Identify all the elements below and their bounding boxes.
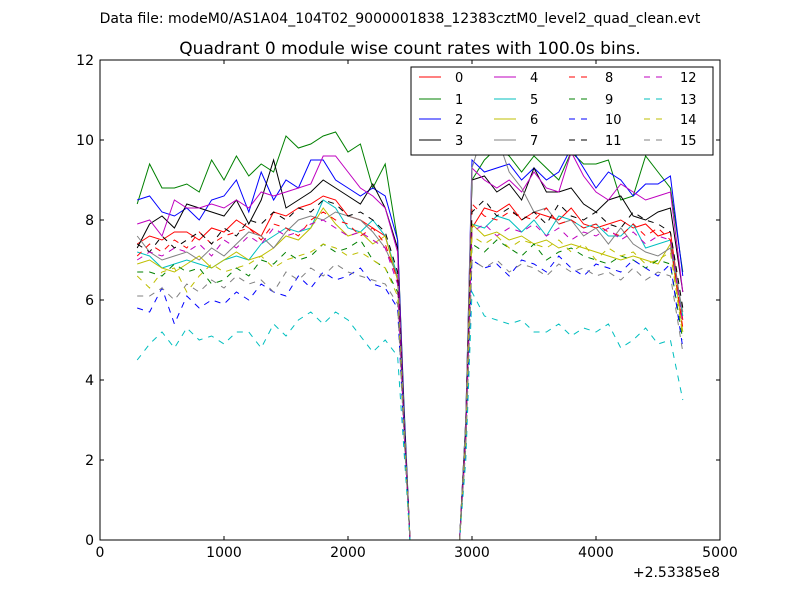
x-tick-label: 5000	[702, 545, 738, 561]
y-tick-label: 8	[85, 213, 94, 229]
series-8-line	[136, 202, 684, 541]
plot-frame	[99, 59, 721, 541]
x-tick-label: 4000	[578, 545, 614, 561]
legend-label-10: 10	[605, 113, 622, 128]
x-axis-offset: +2.53385e8	[633, 565, 720, 581]
series-15-line	[137, 259, 684, 541]
legend-label-3: 3	[455, 134, 463, 149]
legend-label-8: 8	[605, 71, 613, 86]
y-tick-label: 6	[85, 293, 94, 309]
x-tick-label: 1000	[206, 545, 242, 561]
legend-label-14: 14	[680, 113, 697, 128]
legend-label-15: 15	[680, 134, 697, 149]
y-tick-label: 4	[85, 373, 94, 389]
series-12-line	[136, 219, 684, 541]
x-tick-label: 2000	[330, 545, 366, 561]
y-tick-label: 10	[76, 133, 94, 149]
y-tick-label: 0	[85, 533, 94, 549]
y-tick-label: 2	[85, 453, 94, 469]
legend-label-13: 13	[680, 93, 697, 108]
legend-label-11: 11	[605, 134, 622, 149]
legend-label-2: 2	[455, 113, 463, 128]
figure-suptitle: Data file: modeM0/AS1A04_104T02_90000018…	[100, 11, 701, 27]
legend-label-9: 9	[605, 93, 613, 108]
legend-label-6: 6	[530, 113, 538, 128]
y-tick-label: 12	[76, 53, 94, 69]
legend-label-0: 0	[455, 71, 463, 86]
legend-label-5: 5	[530, 93, 538, 108]
chart-title: Quadrant 0 module wise count rates with …	[179, 39, 640, 59]
legend-label-7: 7	[530, 134, 538, 149]
legend-frame	[410, 66, 714, 156]
legend-label-12: 12	[680, 71, 697, 86]
legend-label-1: 1	[455, 93, 463, 108]
x-tick-label: 0	[96, 545, 105, 561]
x-tick-label: 3000	[454, 545, 490, 561]
legend-label-4: 4	[530, 71, 538, 86]
